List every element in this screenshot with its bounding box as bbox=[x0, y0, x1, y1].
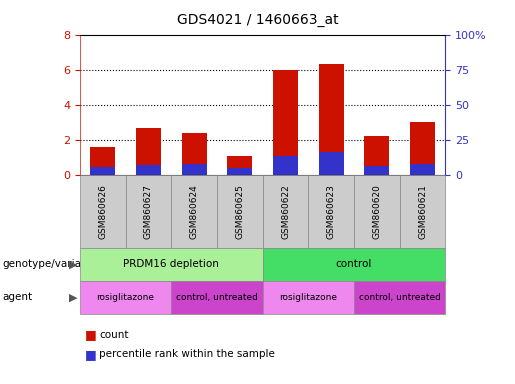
Bar bbox=[319, 152, 344, 175]
Text: genotype/variation: genotype/variation bbox=[3, 259, 101, 270]
Text: GSM860626: GSM860626 bbox=[98, 184, 107, 238]
Text: ▶: ▶ bbox=[68, 259, 77, 270]
Text: control, untreated: control, untreated bbox=[176, 293, 258, 302]
Text: GDS4021 / 1460663_at: GDS4021 / 1460663_at bbox=[177, 13, 338, 27]
Bar bbox=[410, 164, 435, 175]
Bar bbox=[181, 133, 207, 175]
Bar bbox=[227, 169, 252, 175]
Text: ■: ■ bbox=[85, 328, 97, 341]
Text: GSM860625: GSM860625 bbox=[235, 184, 244, 238]
Text: rosiglitazone: rosiglitazone bbox=[279, 293, 337, 302]
Text: ▶: ▶ bbox=[68, 292, 77, 303]
Text: GSM860624: GSM860624 bbox=[190, 184, 199, 238]
Text: GSM860620: GSM860620 bbox=[372, 184, 382, 238]
Bar bbox=[90, 167, 115, 175]
Bar bbox=[90, 147, 115, 175]
Bar bbox=[319, 65, 344, 175]
Text: GSM860622: GSM860622 bbox=[281, 184, 290, 238]
Text: GSM860627: GSM860627 bbox=[144, 184, 153, 238]
Bar bbox=[136, 165, 161, 175]
Text: rosiglitazone: rosiglitazone bbox=[96, 293, 154, 302]
Bar bbox=[273, 157, 298, 175]
Text: control: control bbox=[336, 259, 372, 270]
Text: PRDM16 depletion: PRDM16 depletion bbox=[123, 259, 219, 270]
Bar bbox=[364, 166, 389, 175]
Bar bbox=[136, 128, 161, 175]
Bar bbox=[273, 70, 298, 175]
Bar bbox=[364, 136, 389, 175]
Bar bbox=[410, 122, 435, 175]
Text: count: count bbox=[99, 330, 129, 340]
Text: percentile rank within the sample: percentile rank within the sample bbox=[99, 349, 276, 359]
Text: control, untreated: control, untreated bbox=[359, 293, 441, 302]
Bar bbox=[227, 156, 252, 175]
Text: agent: agent bbox=[3, 292, 32, 303]
Text: GSM860621: GSM860621 bbox=[418, 184, 427, 238]
Bar bbox=[181, 164, 207, 175]
Text: GSM860623: GSM860623 bbox=[327, 184, 336, 238]
Text: ■: ■ bbox=[85, 348, 97, 361]
